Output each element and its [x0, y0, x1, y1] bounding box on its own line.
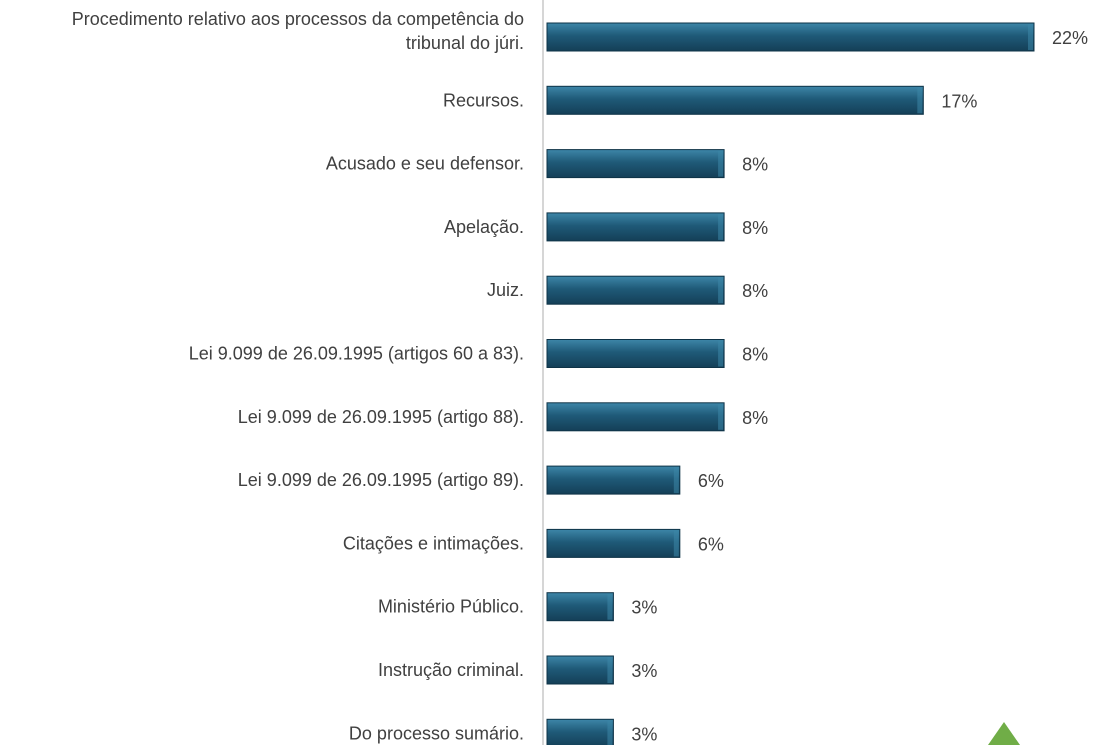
category-label-line: Procedimento relativo aos processos da c…	[72, 9, 524, 29]
value-label: 8%	[742, 155, 768, 175]
category-label-line: tribunal do júri.	[406, 33, 524, 53]
value-label: 6%	[698, 471, 724, 491]
bar-bevel	[917, 87, 923, 114]
value-label: 8%	[742, 345, 768, 365]
bar	[546, 402, 725, 432]
bar	[546, 718, 614, 745]
category-label: Do processo sumário.	[349, 723, 524, 743]
value-label: 8%	[742, 408, 768, 428]
category-label: Citações e intimações.	[343, 533, 524, 553]
category-label: Instrução criminal.	[378, 660, 524, 680]
category-label-line: Lei 9.099 de 26.09.1995 (artigos 60 a 83…	[189, 344, 524, 364]
category-label: Recursos.	[443, 90, 524, 110]
bar-bevel	[1028, 24, 1033, 50]
category-label-line: Lei 9.099 de 26.09.1995 (artigo 89).	[238, 470, 524, 490]
category-label-line: Citações e intimações.	[343, 533, 524, 553]
value-label: 3%	[631, 661, 657, 681]
bar-bevel	[607, 657, 613, 683]
value-label: 3%	[631, 724, 657, 744]
bar	[546, 528, 681, 558]
bar-bevel	[607, 593, 613, 620]
bar-bevel	[718, 213, 724, 240]
bar-bevel	[607, 720, 613, 745]
bar-series	[546, 22, 1035, 745]
category-label-line: Juiz.	[487, 280, 524, 300]
category-label-line: Acusado e seu defensor.	[326, 154, 524, 174]
bar	[546, 465, 681, 495]
bar-bevel	[718, 403, 724, 430]
value-label: 3%	[631, 598, 657, 618]
green-triangle-decoration	[988, 722, 1020, 745]
category-label: Lei 9.099 de 26.09.1995 (artigo 88).	[238, 407, 524, 427]
bar-bevel	[673, 530, 679, 557]
category-label: Procedimento relativo aos processos da c…	[72, 9, 524, 53]
bar-bevel	[718, 340, 724, 367]
value-label: 8%	[742, 281, 768, 301]
bar	[546, 212, 725, 242]
category-labels: Procedimento relativo aos processos da c…	[72, 9, 524, 743]
value-label: 8%	[742, 218, 768, 238]
category-label: Apelação.	[444, 217, 524, 237]
bar-bevel	[673, 467, 679, 494]
bar	[546, 339, 725, 368]
category-label: Ministério Público.	[378, 597, 524, 617]
bar	[546, 655, 614, 685]
category-label-line: Do processo sumário.	[349, 723, 524, 743]
value-labels: 22% 17% 8% 8% 8% 8% 8% 6% 6% 3% 3% 3%	[631, 28, 1088, 744]
category-label: Lei 9.099 de 26.09.1995 (artigos 60 a 83…	[189, 344, 524, 364]
value-label: 22%	[1052, 28, 1088, 48]
category-label: Lei 9.099 de 26.09.1995 (artigo 89).	[238, 470, 524, 490]
category-label-line: Instrução criminal.	[378, 660, 524, 680]
category-label-line: Lei 9.099 de 26.09.1995 (artigo 88).	[238, 407, 524, 427]
category-label-line: Recursos.	[443, 90, 524, 110]
bar	[546, 275, 725, 305]
bar	[546, 85, 924, 115]
bar-bevel	[718, 277, 724, 304]
bar	[546, 22, 1035, 52]
bar	[546, 592, 614, 622]
value-label: 6%	[698, 534, 724, 554]
value-label: 17%	[941, 91, 977, 111]
category-label-line: Apelação.	[444, 217, 524, 237]
category-label: Juiz.	[487, 280, 524, 300]
category-label-line: Ministério Público.	[378, 597, 524, 617]
bar-bevel	[718, 150, 724, 177]
category-label: Acusado e seu defensor.	[326, 154, 524, 174]
bar	[546, 149, 725, 179]
